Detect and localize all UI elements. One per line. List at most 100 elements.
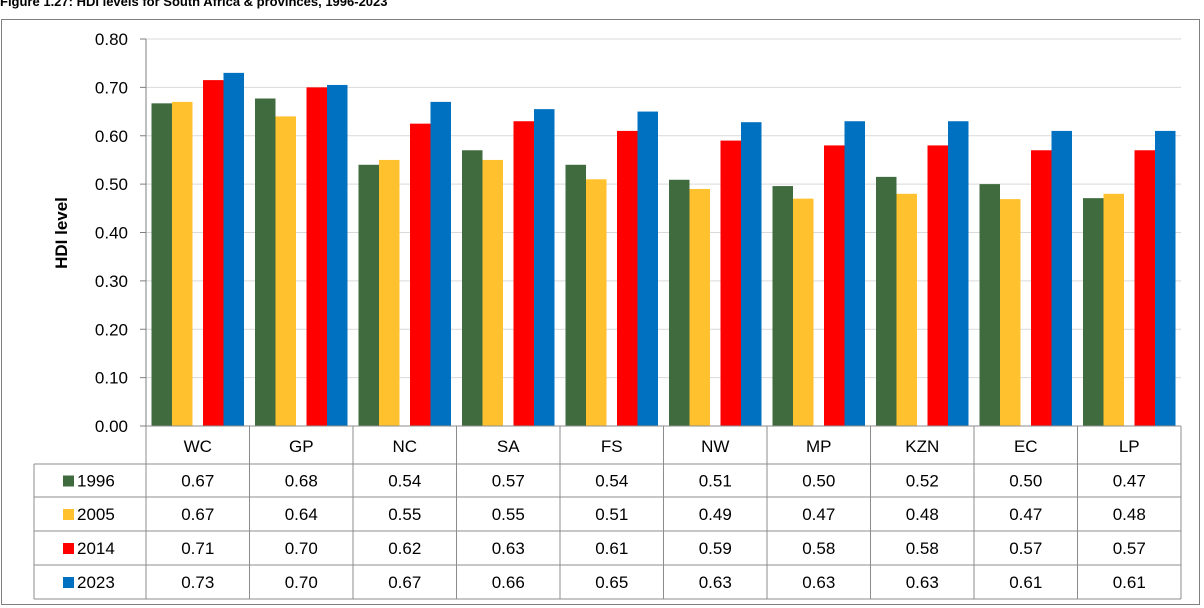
bar-2005-nw — [689, 188, 710, 426]
table-cell-value: 0.54 — [595, 472, 628, 491]
bar-2023-nw — [741, 122, 762, 426]
table-cell-value: 0.61 — [1009, 573, 1042, 592]
table-cell-value: 0.49 — [699, 505, 732, 524]
bar-2014-nc — [410, 123, 431, 426]
x-category-label: FS — [601, 437, 623, 456]
table-cell-value: 0.54 — [388, 472, 421, 491]
axes: 0.00 0.10 0.20 0.30 0.40 0.50 0.60 0.70 0.80 — [95, 30, 147, 436]
bar-2014-mp — [824, 145, 845, 427]
table-cell-value: 0.47 — [802, 505, 835, 524]
x-category-label: EC — [1014, 437, 1038, 456]
bar-1996-fs — [565, 164, 586, 426]
legend-key-2014 — [63, 543, 74, 554]
y-tick-label: 0.20 — [95, 320, 128, 339]
table-cell-value: 0.47 — [1113, 472, 1146, 491]
bar-2023-nc — [430, 101, 451, 426]
table-cell-value: 0.57 — [1113, 539, 1146, 558]
table-cell-value: 0.63 — [802, 573, 835, 592]
x-category-label: NC — [392, 437, 417, 456]
figure-title: Figure 1.27: HDI levels for South Africa… — [0, 0, 388, 9]
x-category-label: KZN — [905, 437, 939, 456]
table-cell-value: 0.67 — [388, 573, 421, 592]
bar-1996-lp — [1083, 198, 1104, 426]
table-cell-value: 0.58 — [906, 539, 939, 558]
gridlines — [146, 38, 1181, 379]
bar-2005-wc — [172, 101, 193, 426]
bar-2014-lp — [1134, 150, 1155, 426]
table-cell-value: 0.64 — [285, 505, 318, 524]
x-category-label: WC — [184, 437, 212, 456]
table-cell-value: 0.51 — [595, 505, 628, 524]
bar-2005-kzn — [896, 193, 917, 426]
bar-2014-kzn — [927, 145, 948, 427]
bar-1996-mp — [772, 186, 793, 426]
y-axis-title: HDI level — [52, 197, 71, 269]
bars — [151, 72, 1176, 427]
bar-1996-sa — [462, 150, 483, 426]
table-cell-value: 0.68 — [285, 472, 318, 491]
table-cell-value: 0.63 — [492, 539, 525, 558]
table-cell-value: 0.55 — [492, 505, 525, 524]
y-tick-label: 0.80 — [95, 30, 128, 49]
bar-2005-lp — [1103, 193, 1124, 426]
bar-2005-ec — [1000, 199, 1021, 426]
bar-2014-sa — [513, 121, 534, 427]
bar-2014-fs — [617, 130, 638, 426]
bar-1996-gp — [255, 98, 276, 426]
y-tick-label: 0.10 — [95, 369, 128, 388]
table-cell-value: 0.70 — [285, 573, 318, 592]
table-cell-value: 0.63 — [699, 573, 732, 592]
table-cell-value: 0.48 — [1113, 505, 1146, 524]
x-category-label: MP — [806, 437, 832, 456]
x-category-label: LP — [1119, 437, 1140, 456]
table-cell-value: 0.61 — [595, 539, 628, 558]
table-cell-value: 0.50 — [1009, 472, 1042, 491]
bar-2005-nc — [379, 159, 400, 426]
table-cell-value: 0.71 — [181, 539, 214, 558]
bar-2005-fs — [586, 179, 607, 426]
table-cell-value: 0.58 — [802, 539, 835, 558]
bar-2023-gp — [327, 84, 348, 427]
legend-key-2005 — [63, 509, 74, 520]
table-cell-value: 0.48 — [906, 505, 939, 524]
bar-2014-nw — [720, 140, 741, 426]
bar-2023-wc — [223, 72, 244, 427]
series-label: 1996 — [77, 472, 115, 491]
bar-2023-ec — [1051, 130, 1072, 426]
table-cell-value: 0.61 — [1113, 573, 1146, 592]
series-label: 2023 — [77, 573, 115, 592]
x-category-label: GP — [289, 437, 314, 456]
series-label: 2005 — [77, 505, 115, 524]
bar-1996-nc — [358, 164, 379, 426]
table-cell-value: 0.57 — [492, 472, 525, 491]
table-cell-value: 0.50 — [802, 472, 835, 491]
table-cell-value: 0.59 — [699, 539, 732, 558]
bar-2023-sa — [534, 109, 555, 427]
bar-1996-ec — [979, 184, 1000, 426]
bar-2005-gp — [275, 116, 296, 427]
bar-2005-sa — [482, 159, 503, 426]
y-tick-label: 0.00 — [95, 417, 128, 436]
series-label: 2014 — [77, 539, 115, 558]
bar-2014-ec — [1031, 150, 1052, 426]
table-cell-value: 0.70 — [285, 539, 318, 558]
bar-2014-wc — [203, 80, 224, 427]
bar-2014-gp — [306, 87, 327, 426]
bar-2005-mp — [793, 198, 814, 426]
bar-2023-fs — [637, 111, 658, 426]
table-cell-value: 0.47 — [1009, 505, 1042, 524]
x-category-label: SA — [497, 437, 520, 456]
data-table: WC GP NC SA FS NW MP KZN EC LP 1996 0.67 0.68 0.54 0.5… — [33, 425, 1182, 600]
table-cell-value: 0.57 — [1009, 539, 1042, 558]
table-cell-value: 0.67 — [181, 472, 214, 491]
bar-2023-lp — [1155, 130, 1176, 426]
table-cell-value: 0.55 — [388, 505, 421, 524]
bar-2023-kzn — [948, 121, 969, 427]
bar-1996-kzn — [876, 176, 897, 426]
bar-1996-wc — [151, 103, 172, 427]
table-cell-value: 0.65 — [595, 573, 628, 592]
table-cell-value: 0.62 — [388, 539, 421, 558]
table-cell-value: 0.52 — [906, 472, 939, 491]
legend-key-1996 — [63, 475, 74, 487]
table-cell-value: 0.51 — [699, 472, 732, 491]
